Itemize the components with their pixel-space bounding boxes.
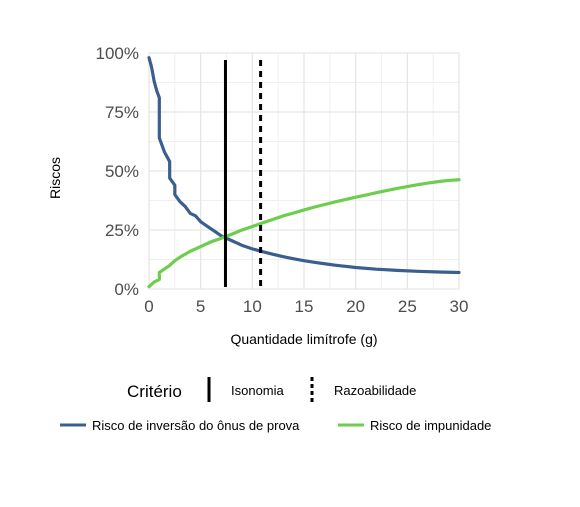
plot-panel <box>147 52 461 290</box>
x-tick-label: 15 <box>295 297 314 316</box>
y-tick-label: 100% <box>96 44 139 63</box>
legend-label-impunidade: Risco de impunidade <box>370 418 491 433</box>
y-tick-label: 50% <box>105 162 139 181</box>
x-axis-title: Quantidade limítrofe (g) <box>230 331 377 347</box>
legend: Critério Isonomia Razoabilidade Risco de… <box>60 377 491 433</box>
legend-label-inversao: Risco de inversão do ônus de prova <box>92 418 300 433</box>
x-tick-label: 0 <box>144 297 153 316</box>
x-axis: 0 5 10 15 20 25 30 <box>144 297 468 316</box>
legend-label-isonomia: Isonomia <box>231 383 285 398</box>
legend-label-razoabilidade: Razoabilidade <box>334 383 416 398</box>
y-tick-label: 0% <box>114 280 139 299</box>
x-tick-label: 25 <box>398 297 417 316</box>
x-tick-label: 5 <box>196 297 205 316</box>
x-tick-label: 10 <box>243 297 262 316</box>
series-line-impunidade <box>147 178 461 289</box>
legend-linetype-title: Critério <box>127 382 182 401</box>
y-tick-label: 75% <box>105 103 139 122</box>
series-line-inversao <box>147 56 461 275</box>
y-axis: 0% 25% 50% 75% 100% <box>96 44 139 299</box>
x-tick-label: 30 <box>450 297 469 316</box>
y-axis-title: Riscos <box>47 157 63 199</box>
x-tick-label: 20 <box>346 297 365 316</box>
y-tick-label: 25% <box>105 221 139 240</box>
